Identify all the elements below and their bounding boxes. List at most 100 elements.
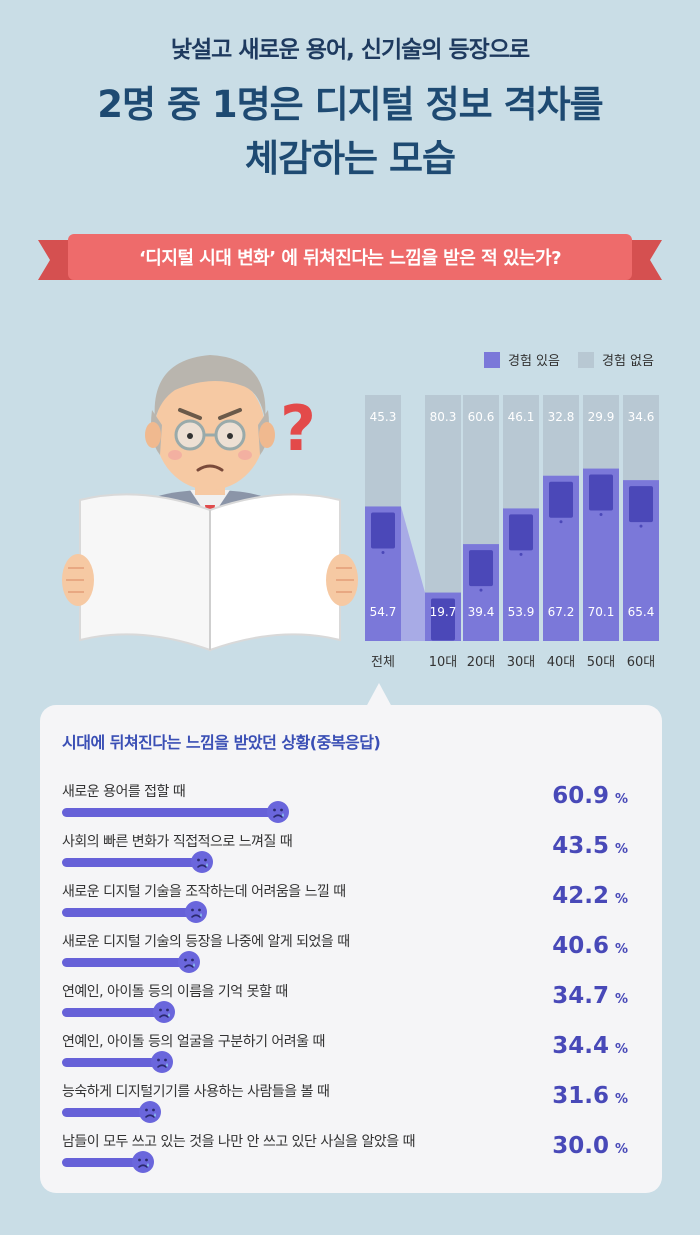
data-label-not-experienced-4: 32.8 [548,410,575,424]
situation-value-number: 43.5 [552,833,609,859]
category-label-1: 10대 [429,655,458,670]
sad-face-icon [151,1051,173,1073]
bar-not-experienced-3 [503,395,539,509]
title-line-1: 2명 중 1명은 디지털 정보 격차를 [97,83,603,126]
data-label-not-experienced-3: 46.1 [508,410,535,424]
situation-bar [62,858,202,867]
situation-value-unit: % [614,942,628,957]
situation-value-number: 60.9 [552,783,609,809]
data-label-experienced-3: 53.9 [508,605,535,619]
category-label-4: 40대 [547,655,576,670]
svg-text:?: ? [280,392,316,465]
situation-value-number: 34.4 [552,1033,609,1059]
data-label-experienced-5: 70.1 [588,605,615,619]
situation-bar [62,1108,150,1117]
legend-item-not-experienced: 경험 없음 [577,350,654,369]
situation-value-unit: % [614,1142,628,1157]
situation-label: 능숙하게 디지털기기를 사용하는 사람들을 볼 때 [62,1084,330,1100]
situation-row: 새로운 용어를 접할 때 60.9% [62,781,642,831]
situation-bar [62,1008,164,1017]
device-button-icon [381,550,385,554]
situation-value-number: 42.2 [552,883,609,909]
situation-value-number: 40.6 [552,933,609,959]
category-label-3: 30대 [507,655,536,670]
data-label-experienced-2: 39.4 [468,605,495,619]
device-icon [431,598,455,641]
stacked-bar-chart: 45.3 54.7 전체 80.3 19.7 10대 60.6 39.4 20대 46.1 53.9… [365,395,659,670]
bar-not-experienced-2 [463,395,499,545]
category-label-5: 50대 [587,655,616,670]
situation-row: 새로운 디지털 기술의 등장을 나중에 알게 되었을 때 40.6% [62,931,642,981]
data-label-experienced-4: 67.2 [548,605,575,619]
bar-not-experienced-6 [623,395,659,481]
situation-bar [62,958,189,967]
situation-value: 43.5% [552,833,628,859]
data-label-experienced-0: 54.7 [370,605,397,619]
situation-value: 34.7% [552,983,628,1009]
panel-pointer [366,683,392,707]
situation-bar [62,808,278,817]
chart-legend: 경험 있음 경험 없음 [484,350,654,369]
situation-label: 남들이 모두 쓰고 있는 것을 나만 안 쓰고 있단 사실을 알았을 때 [62,1134,415,1150]
device-button-icon [599,513,603,517]
situation-value: 40.6% [552,933,628,959]
bar-not-experienced-5 [583,395,619,469]
situation-row: 새로운 디지털 기술을 조작하는데 어려움을 느낄 때 42.2% [62,881,642,931]
data-label-not-experienced-6: 34.6 [628,410,655,424]
old-man-reading-newspaper-icon: ? [62,355,358,652]
device-button-icon [639,524,643,528]
device-icon [509,514,533,551]
device-button-icon [559,520,563,524]
situation-value-unit: % [614,792,628,807]
situation-row: 능숙하게 디지털기기를 사용하는 사람들을 볼 때 31.6% [62,1081,642,1131]
situation-label: 새로운 디지털 기술의 등장을 나중에 알게 되었을 때 [62,934,350,950]
situation-bar [62,1158,143,1167]
page-title: 2명 중 1명은 디지털 정보 격차를 체감하는 모습 [0,78,700,186]
legend-swatch-not-experienced [577,351,594,368]
situation-value: 34.4% [552,1033,628,1059]
category-label-0: 전체 [371,655,395,670]
situation-label: 새로운 디지털 기술을 조작하는데 어려움을 느낄 때 [62,884,346,900]
category-label-6: 60대 [627,655,656,670]
legend-swatch-experienced [484,351,500,368]
header: 낯설고 새로운 용어, 신기술의 등장으로 2명 중 1명은 디지털 정보 격차… [0,30,700,186]
situation-row: 연예인, 아이돌 등의 이름을 기억 못할 때 34.7% [62,981,642,1031]
situation-value-unit: % [614,892,628,907]
sad-face-icon [267,801,289,823]
device-icon [589,474,613,511]
panel-title: 시대에 뒤쳐진다는 느낌을 받았던 상황(중복응답) [62,733,381,752]
situation-label: 새로운 용어를 접할 때 [62,784,186,800]
device-button-icon [479,588,483,592]
device-button-icon [519,552,523,556]
bar-not-experienced-4 [543,395,579,476]
situation-value: 60.9% [552,783,628,809]
question-ribbon: ‘디지털 시대 변화’ 에 뒤쳐진다는 느낌을 받은 적 있는가? [38,234,662,284]
situation-value: 30.0% [552,1133,628,1159]
situation-row: 연예인, 아이돌 등의 얼굴을 구분하기 어려울 때 34.4% [62,1031,642,1081]
bar-connector [401,506,425,641]
data-label-not-experienced-0: 45.3 [370,410,397,424]
situation-value-unit: % [614,1042,628,1057]
sad-face-icon [132,1151,154,1173]
bar-not-experienced-0 [365,395,401,507]
situation-value-unit: % [614,842,628,857]
situation-label: 연예인, 아이돌 등의 이름을 기억 못할 때 [62,984,288,1000]
data-label-not-experienced-5: 29.9 [588,410,615,424]
title-line-2: 체감하는 모습 [244,137,456,180]
situation-value-number: 30.0 [552,1133,609,1159]
situation-row: 남들이 모두 쓰고 있는 것을 나만 안 쓰고 있단 사실을 알았을 때 30.0… [62,1131,642,1181]
situation-value-number: 34.7 [552,983,609,1009]
data-label-not-experienced-1: 80.3 [430,410,457,424]
legend-label-experienced: 경험 있음 [508,354,560,369]
sad-face-icon [178,951,200,973]
device-icon [549,481,573,518]
situations-panel: 시대에 뒤쳐진다는 느낌을 받았던 상황(중복응답) 새로운 용어를 접할 때 6… [40,705,662,1193]
data-label-not-experienced-2: 60.6 [468,410,495,424]
bar-not-experienced-1 [425,395,461,593]
category-label-2: 20대 [467,655,496,670]
situation-label: 사회의 빠른 변화가 직접적으로 느껴질 때 [62,834,293,850]
legend-item-experienced: 경험 있음 [484,350,560,369]
sad-face-icon [191,851,213,873]
device-icon [371,512,395,549]
situation-value: 42.2% [552,883,628,909]
